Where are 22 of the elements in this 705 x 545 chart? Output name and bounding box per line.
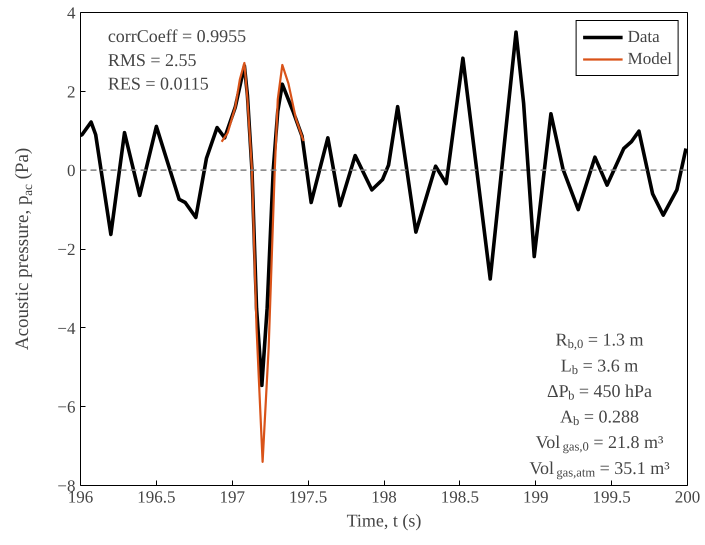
x-tick-label: 197.5 bbox=[289, 488, 328, 506]
line-series bbox=[220, 62, 305, 463]
y-tick-label: 0 bbox=[67, 161, 76, 180]
x-tick-label: 198 bbox=[371, 488, 397, 506]
x-tick-label: 197 bbox=[220, 488, 246, 506]
y-axis-title: Acoustic pressure, pac (Pa) bbox=[12, 148, 35, 350]
legend-label: Data bbox=[628, 27, 660, 47]
y-tick-label: 2 bbox=[67, 82, 76, 102]
x-tick-label: 198.5 bbox=[440, 488, 479, 506]
x-tick-label: 196.5 bbox=[137, 488, 176, 506]
y-tick-label: −6 bbox=[57, 398, 76, 417]
y-tick-label: −2 bbox=[57, 240, 76, 259]
x-axis-title: Time, t (s) bbox=[346, 510, 422, 530]
x-tick-label: 199 bbox=[523, 488, 548, 506]
annotation: RMS = 2.55 bbox=[108, 50, 197, 70]
x-tick-label: 200 bbox=[674, 488, 700, 506]
y-tick-label: −4 bbox=[57, 318, 76, 338]
annotation: RES = 0.0115 bbox=[108, 73, 209, 94]
x-tick-label: 199.5 bbox=[592, 488, 631, 506]
legend-label: Model bbox=[628, 49, 672, 69]
y-tick-label: 4 bbox=[67, 4, 76, 22]
annotation: corrCoeff = 0.9955 bbox=[108, 26, 246, 46]
